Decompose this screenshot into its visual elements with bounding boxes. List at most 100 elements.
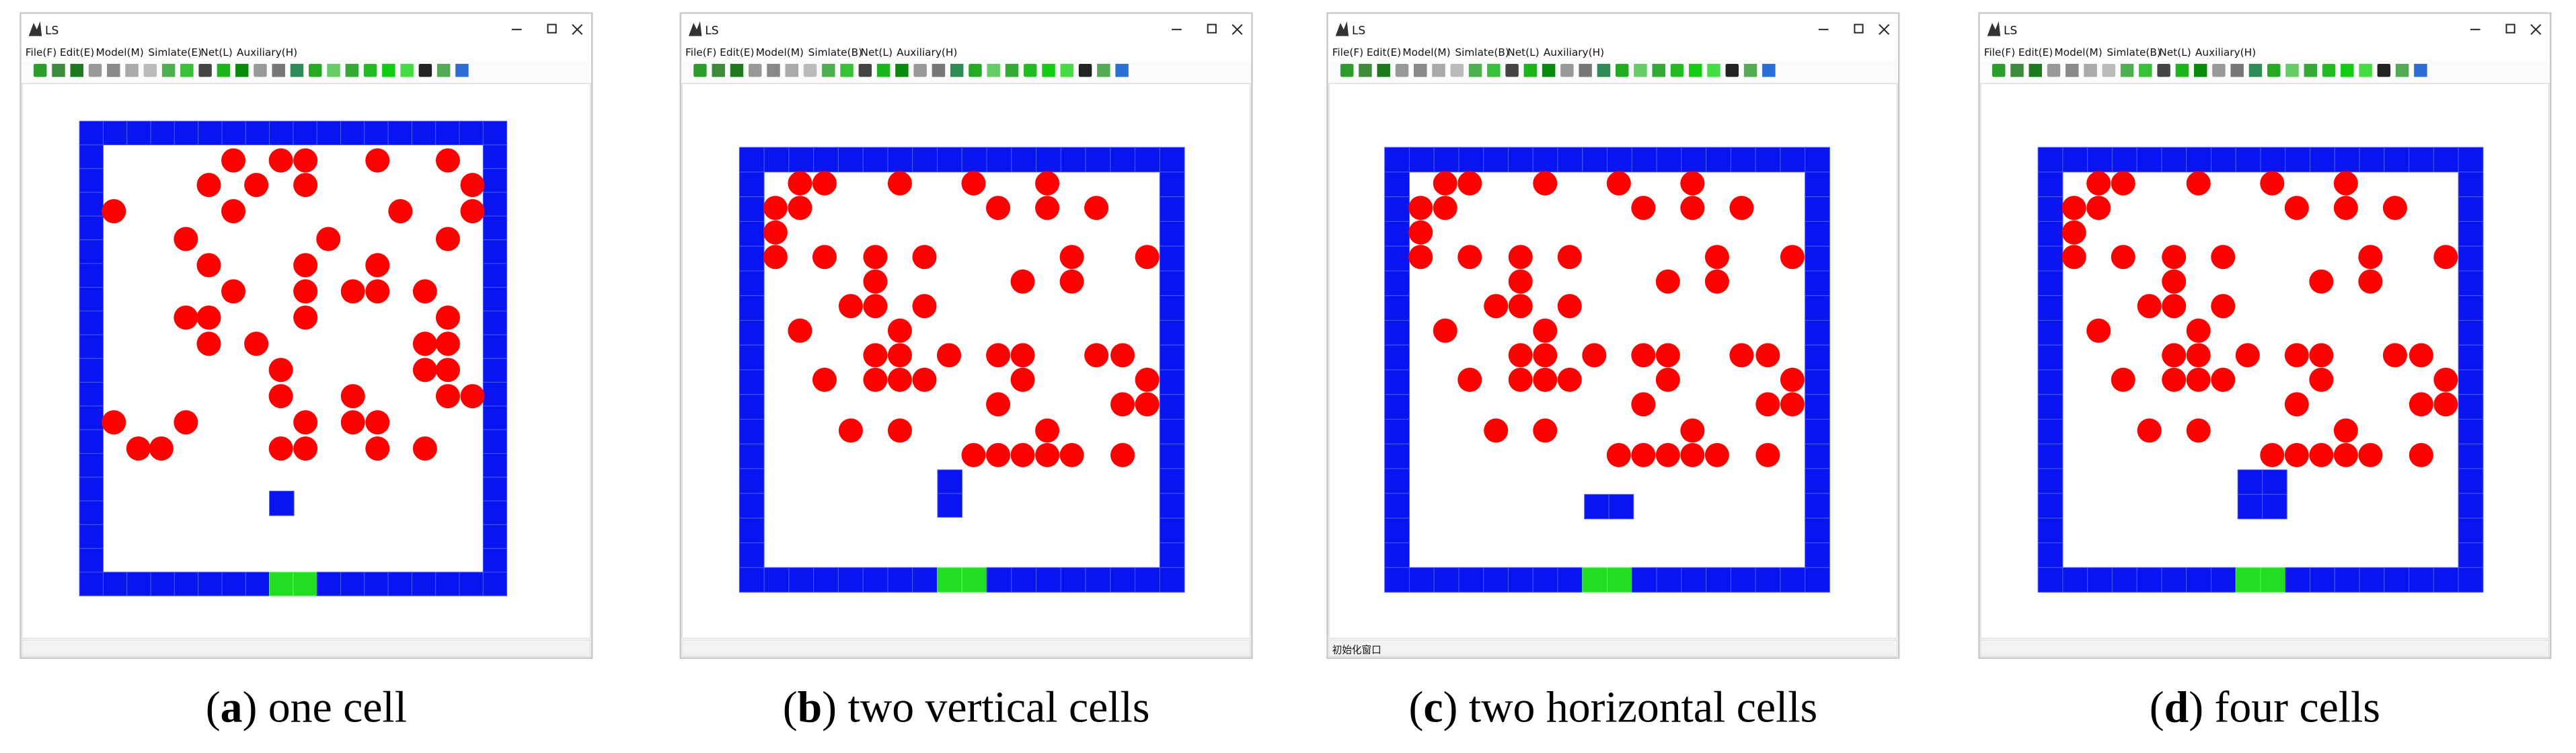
toolbar-button[interactable] [1097, 63, 1110, 77]
toolbar-button[interactable] [840, 63, 854, 77]
toolbar-button[interactable] [1597, 63, 1611, 77]
toolbar-button[interactable] [161, 63, 176, 77]
toolbar-button[interactable] [400, 63, 414, 77]
toolbar-button[interactable] [2084, 63, 2097, 77]
toolbar-button[interactable] [88, 63, 102, 77]
menu-item[interactable]: Model(M) [1402, 46, 1450, 58]
toolbar-button[interactable] [2230, 63, 2244, 77]
toolbar-button[interactable] [932, 63, 946, 77]
toolbar-button[interactable] [217, 63, 231, 77]
toolbar-button[interactable] [1413, 63, 1427, 77]
menu-item[interactable]: Simlate(B) [2107, 46, 2161, 58]
toolbar-button[interactable] [2285, 63, 2299, 77]
close-button[interactable] [1879, 24, 1890, 35]
toolbar-button[interactable] [1579, 63, 1592, 77]
menu-item[interactable]: Simlate(E) [148, 46, 202, 58]
toolbar-button[interactable] [822, 63, 835, 77]
toolbar-button[interactable] [345, 63, 359, 77]
toolbar-button[interactable] [272, 63, 285, 77]
toolbar-button[interactable] [1634, 63, 1647, 77]
toolbar-button[interactable] [1024, 63, 1037, 77]
maximize-button[interactable] [547, 24, 557, 34]
toolbar-button[interactable] [950, 63, 964, 77]
toolbar-button[interactable] [70, 63, 83, 77]
toolbar-button[interactable] [2248, 63, 2263, 77]
toolbar-button[interactable] [1505, 63, 1519, 77]
menu-item[interactable]: Simlate(B) [808, 46, 863, 58]
menu-item[interactable]: Model(M) [756, 46, 804, 58]
toolbar-button[interactable] [382, 63, 395, 77]
toolbar-button[interactable] [1707, 63, 1720, 77]
toolbar-button[interactable] [1340, 63, 1354, 77]
toolbar-button[interactable] [712, 63, 725, 77]
maximize-button[interactable] [2505, 24, 2515, 34]
toolbar-button[interactable] [198, 63, 212, 77]
toolbar-button[interactable] [143, 63, 157, 77]
toolbar-button[interactable] [2175, 63, 2189, 77]
menu-item[interactable]: Edit(E) [1367, 46, 1401, 58]
toolbar-button[interactable] [254, 63, 267, 77]
toolbar-button[interactable] [2193, 63, 2207, 77]
menu-item[interactable]: File(F) [26, 46, 56, 58]
toolbar-button[interactable] [803, 63, 817, 77]
toolbar-button[interactable] [1450, 63, 1464, 77]
toolbar-button[interactable] [2322, 63, 2336, 77]
toolbar-button[interactable] [2359, 63, 2372, 77]
menu-item[interactable]: Auxiliary(H) [897, 46, 957, 58]
close-button[interactable] [2530, 24, 2542, 35]
toolbar-button[interactable] [455, 63, 469, 77]
menu-item[interactable]: Edit(E) [720, 46, 754, 58]
toolbar-button[interactable] [913, 63, 927, 77]
toolbar-button[interactable] [1487, 63, 1501, 77]
toolbar-button[interactable] [1725, 63, 1739, 77]
menu-item[interactable]: Net(L) [200, 46, 232, 58]
toolbar-button[interactable] [1992, 63, 2006, 77]
toolbar-button[interactable] [2212, 63, 2226, 77]
toolbar-button[interactable] [1670, 63, 1684, 77]
toolbar-button[interactable] [1689, 63, 1702, 77]
toolbar-button[interactable] [235, 63, 249, 77]
toolbar-button[interactable] [437, 63, 451, 77]
maximize-button[interactable] [1854, 24, 1864, 34]
toolbar-button[interactable] [1542, 63, 1556, 77]
toolbar-button[interactable] [2066, 63, 2079, 77]
menu-item[interactable]: File(F) [1984, 46, 2015, 58]
toolbar-button[interactable] [2029, 63, 2042, 77]
toolbar-button[interactable] [1523, 63, 1538, 77]
toolbar-button[interactable] [2377, 63, 2391, 77]
toolbar-button[interactable] [1395, 63, 1409, 77]
menu-item[interactable]: Edit(E) [2018, 46, 2053, 58]
toolbar-button[interactable] [2157, 63, 2170, 77]
menu-item[interactable]: Auxiliary(H) [2195, 46, 2256, 58]
toolbar-button[interactable] [290, 63, 304, 77]
toolbar-button[interactable] [1743, 63, 1757, 77]
toolbar-button[interactable] [693, 63, 707, 77]
toolbar-button[interactable] [1060, 63, 1074, 77]
toolbar-button[interactable] [1078, 63, 1092, 77]
toolbar-button[interactable] [52, 63, 65, 77]
toolbar-button[interactable] [858, 63, 872, 77]
toolbar-button[interactable] [125, 63, 139, 77]
toolbar-button[interactable] [2414, 63, 2427, 77]
close-button[interactable] [1232, 24, 1243, 35]
toolbar-button[interactable] [180, 63, 194, 77]
menu-item[interactable]: Net(L) [861, 46, 893, 58]
menu-item[interactable]: Simlate(B) [1455, 46, 1509, 58]
toolbar-button[interactable] [969, 63, 982, 77]
toolbar-button[interactable] [2267, 63, 2281, 77]
toolbar-button[interactable] [1652, 63, 1665, 77]
menu-item[interactable]: File(F) [685, 46, 716, 58]
toolbar-button[interactable] [327, 63, 340, 77]
menu-item[interactable]: Net(L) [2159, 46, 2191, 58]
toolbar-button[interactable] [2341, 63, 2354, 77]
toolbar-button[interactable] [363, 63, 377, 77]
menu-item[interactable]: Net(L) [1507, 46, 1539, 58]
toolbar-button[interactable] [2395, 63, 2409, 77]
close-button[interactable] [572, 24, 583, 35]
toolbar-button[interactable] [1115, 63, 1129, 77]
toolbar-button[interactable] [1762, 63, 1776, 77]
toolbar-button[interactable] [730, 63, 744, 77]
maximize-button[interactable] [1207, 24, 1217, 34]
toolbar-button[interactable] [1042, 63, 1055, 77]
toolbar-button[interactable] [895, 63, 909, 77]
